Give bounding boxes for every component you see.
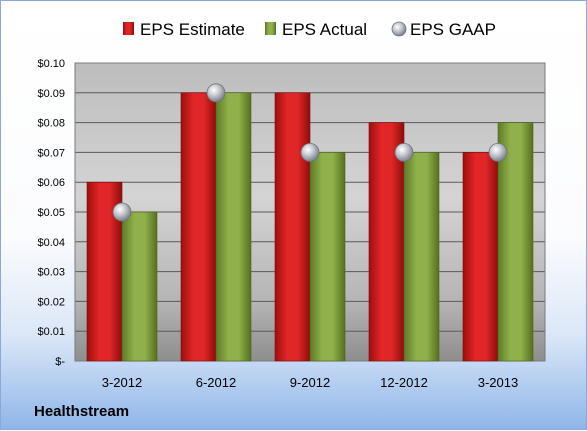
bar-eps-actual [215, 92, 252, 362]
x-tick-label: 3-2013 [478, 375, 518, 390]
y-tick-label: $0.08 [37, 118, 65, 130]
y-tick-label: $0.09 [37, 88, 65, 100]
marker-eps-gaap [112, 202, 132, 222]
y-tick-label: $0.02 [37, 296, 65, 308]
legend-swatch [391, 21, 407, 37]
legend-swatch [265, 22, 276, 35]
y-tick-label: $0.01 [37, 326, 65, 338]
legend-label: EPS GAAP [410, 20, 496, 39]
bar-eps-actual [497, 122, 534, 362]
bar-eps-actual [121, 211, 158, 362]
y-tick-label: $0.03 [37, 267, 65, 279]
x-tick-label: 6-2012 [196, 375, 236, 390]
x-tick-label: 12-2012 [380, 375, 428, 390]
bar-eps-estimate [274, 92, 311, 362]
bar-eps-estimate [180, 92, 217, 362]
marker-eps-gaap [300, 142, 320, 162]
y-tick-label: $0.05 [37, 207, 65, 219]
marker-eps-gaap [394, 142, 414, 162]
legend-swatch [123, 22, 134, 35]
bar-eps-actual [403, 152, 440, 362]
bar-eps-actual [309, 152, 346, 362]
legend-item: EPS GAAP [391, 20, 496, 39]
legend-item: EPS Estimate [123, 20, 245, 39]
y-tick-label: $0.10 [37, 58, 65, 70]
y-tick-label: $- [55, 356, 65, 368]
y-tick-label: $0.04 [37, 237, 65, 249]
y-tick-label: $0.06 [37, 177, 65, 189]
marker-eps-gaap [206, 83, 226, 103]
legend-label: EPS Estimate [140, 20, 245, 39]
y-tick-label: $0.07 [37, 147, 65, 159]
marker-eps-gaap [488, 142, 508, 162]
bar-eps-estimate [368, 122, 405, 362]
x-tick-label: 3-2012 [102, 375, 142, 390]
company-name: Healthstream [34, 403, 130, 420]
bar-eps-estimate [462, 152, 499, 362]
legend-item: EPS Actual [265, 20, 367, 39]
x-tick-label: 9-2012 [290, 375, 330, 390]
legend-label: EPS Actual [282, 20, 367, 39]
